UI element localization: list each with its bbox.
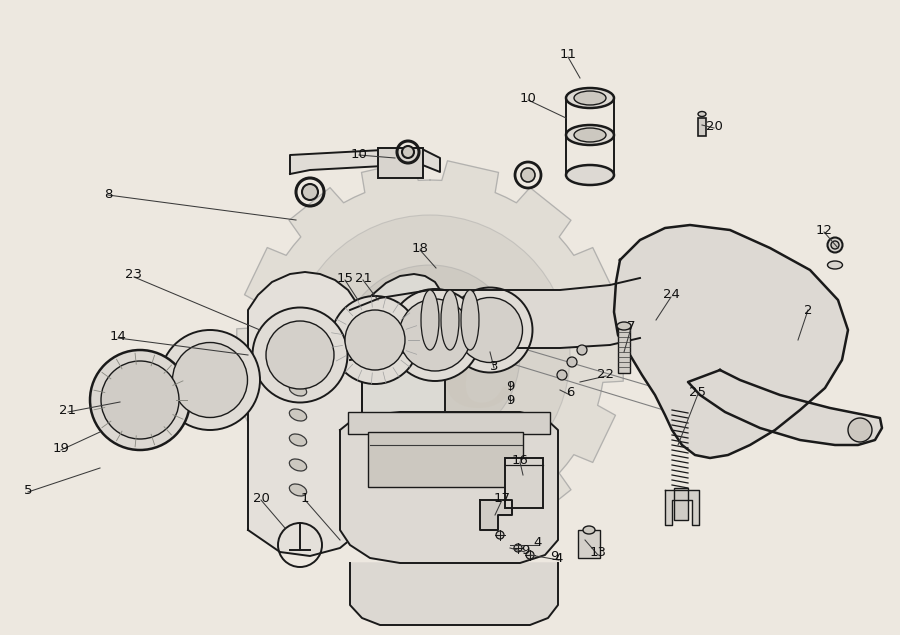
Polygon shape (614, 225, 848, 458)
Ellipse shape (289, 409, 307, 421)
Ellipse shape (574, 128, 606, 142)
Polygon shape (688, 370, 882, 445)
Ellipse shape (399, 299, 471, 371)
Ellipse shape (827, 237, 842, 253)
Text: 9: 9 (506, 394, 514, 406)
Text: 25: 25 (689, 385, 706, 399)
Circle shape (290, 215, 570, 495)
Text: 9: 9 (550, 549, 558, 563)
Ellipse shape (521, 168, 535, 182)
Polygon shape (248, 272, 362, 556)
Bar (698, 118, 706, 136)
Polygon shape (665, 490, 699, 525)
Ellipse shape (402, 146, 414, 158)
Ellipse shape (441, 290, 459, 350)
Ellipse shape (389, 289, 481, 381)
Circle shape (514, 544, 522, 552)
Ellipse shape (302, 184, 318, 200)
Ellipse shape (583, 526, 595, 534)
Circle shape (848, 418, 872, 442)
Circle shape (557, 370, 567, 380)
Bar (674, 488, 688, 520)
Text: 12: 12 (815, 224, 832, 236)
Bar (378, 148, 423, 178)
Text: 18: 18 (411, 241, 428, 255)
Ellipse shape (698, 112, 706, 116)
Text: 16: 16 (511, 453, 528, 467)
Ellipse shape (566, 125, 614, 145)
Text: 8: 8 (104, 189, 112, 201)
Text: 3: 3 (490, 359, 499, 373)
Text: 1: 1 (301, 491, 310, 504)
Bar (578, 530, 600, 558)
Text: 23: 23 (125, 269, 142, 281)
Ellipse shape (289, 384, 307, 396)
Polygon shape (480, 500, 512, 530)
Text: OJPC: OJPC (239, 333, 520, 427)
Text: 10: 10 (519, 91, 536, 105)
Ellipse shape (574, 91, 606, 105)
Circle shape (340, 265, 520, 445)
Text: 20: 20 (253, 491, 269, 504)
Ellipse shape (566, 88, 614, 108)
Circle shape (496, 531, 504, 539)
Bar (618, 328, 630, 373)
Bar (368, 432, 523, 487)
Ellipse shape (90, 350, 190, 450)
Ellipse shape (289, 359, 307, 371)
Text: 19: 19 (52, 441, 69, 455)
Ellipse shape (289, 459, 307, 471)
Ellipse shape (160, 330, 260, 430)
Text: 14: 14 (110, 330, 126, 342)
Ellipse shape (289, 434, 307, 446)
Ellipse shape (457, 298, 523, 363)
Ellipse shape (617, 322, 631, 330)
Ellipse shape (173, 342, 248, 417)
Ellipse shape (253, 307, 347, 403)
Circle shape (567, 357, 577, 367)
Text: 17: 17 (493, 491, 510, 504)
Ellipse shape (331, 296, 419, 384)
Text: 9: 9 (521, 544, 529, 556)
Ellipse shape (345, 310, 405, 370)
Ellipse shape (266, 321, 334, 389)
Bar (505, 458, 543, 508)
Polygon shape (350, 563, 558, 625)
Text: 6: 6 (566, 387, 574, 399)
Polygon shape (362, 274, 445, 530)
Text: 22: 22 (598, 368, 615, 380)
Polygon shape (340, 412, 558, 563)
Polygon shape (237, 161, 623, 549)
Text: 15: 15 (337, 272, 354, 284)
Text: 24: 24 (662, 288, 680, 302)
Text: 21: 21 (59, 403, 76, 417)
Ellipse shape (101, 361, 179, 439)
Text: 9: 9 (506, 380, 514, 394)
Circle shape (577, 345, 587, 355)
Ellipse shape (421, 290, 439, 350)
Ellipse shape (831, 241, 839, 249)
Circle shape (526, 551, 534, 559)
Polygon shape (350, 278, 640, 360)
Ellipse shape (461, 290, 479, 350)
Ellipse shape (106, 366, 174, 434)
Text: 5: 5 (23, 483, 32, 497)
Ellipse shape (289, 484, 307, 496)
Text: 7: 7 (626, 319, 635, 333)
Text: 4: 4 (534, 537, 542, 549)
Ellipse shape (93, 352, 187, 448)
Text: 21: 21 (355, 272, 372, 284)
Ellipse shape (289, 334, 307, 346)
Ellipse shape (827, 261, 842, 269)
Text: 4: 4 (554, 552, 563, 565)
Polygon shape (290, 148, 440, 174)
Text: 2: 2 (804, 304, 812, 316)
Text: 20: 20 (706, 119, 723, 133)
Bar (348, 412, 550, 434)
Text: 13: 13 (590, 547, 607, 559)
Text: 11: 11 (560, 48, 577, 62)
Ellipse shape (447, 288, 533, 373)
Ellipse shape (566, 165, 614, 185)
Text: 10: 10 (351, 149, 367, 161)
